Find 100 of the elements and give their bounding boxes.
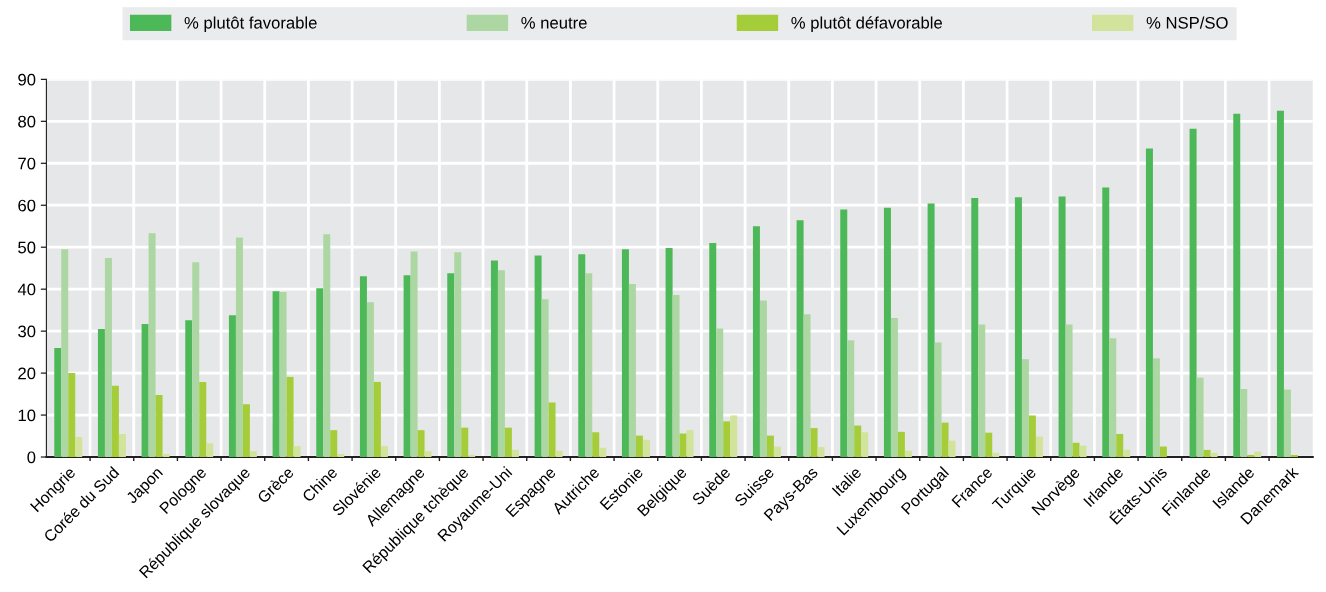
- bar: [148, 233, 156, 458]
- bar: [1021, 359, 1029, 458]
- legend-label: % neutre: [521, 16, 587, 29]
- bar: [1189, 128, 1197, 458]
- bar: [686, 430, 694, 458]
- bar: [897, 431, 905, 458]
- bar: [410, 251, 418, 458]
- y-tick-label: 10: [18, 409, 36, 422]
- bar: [679, 433, 687, 458]
- bar: [934, 342, 942, 458]
- bar: [155, 394, 163, 458]
- bar: [810, 428, 818, 458]
- bar: [249, 451, 257, 458]
- bar: [672, 295, 680, 458]
- bar: [1203, 449, 1211, 458]
- bar: [185, 320, 193, 458]
- bar: [840, 209, 848, 458]
- bar: [417, 430, 425, 458]
- bar: [235, 237, 243, 458]
- bar: [796, 220, 804, 458]
- bar: [228, 315, 236, 458]
- bar: [1123, 449, 1131, 458]
- y-tick-label: 70: [18, 157, 36, 170]
- bar: [599, 447, 607, 458]
- bar: [359, 276, 367, 458]
- bar: [759, 300, 767, 458]
- bar: [1159, 446, 1167, 458]
- bar: [1233, 113, 1241, 458]
- bar: [68, 373, 76, 458]
- bar: [1028, 415, 1036, 458]
- bar: [1014, 197, 1022, 458]
- bar: [941, 422, 949, 458]
- bar: [447, 273, 455, 458]
- y-tick-label: 0: [27, 451, 36, 464]
- bar: [104, 258, 112, 458]
- bar: [1035, 436, 1043, 458]
- bar: [948, 440, 956, 458]
- bar: [242, 404, 250, 458]
- bar: [497, 270, 505, 458]
- bar: [628, 284, 636, 458]
- bar: [424, 451, 432, 458]
- bar: [723, 421, 731, 458]
- legend-label: % plutôt défavorable: [791, 16, 942, 32]
- bar: [665, 248, 673, 458]
- bar: [97, 329, 105, 458]
- bar: [854, 425, 862, 458]
- bar: [1196, 377, 1204, 458]
- bar: [541, 299, 549, 458]
- bar: [773, 446, 781, 458]
- bar: [490, 260, 498, 458]
- bar: [1058, 196, 1066, 458]
- bar: [1145, 148, 1153, 458]
- bar: [366, 302, 374, 458]
- bar: [709, 243, 717, 458]
- bar: [279, 292, 287, 458]
- bar: [323, 234, 331, 458]
- bar: [1079, 445, 1087, 458]
- bar: [111, 385, 119, 458]
- bar: [1247, 454, 1255, 458]
- y-tick-label: 90: [18, 73, 36, 86]
- bar: [548, 402, 556, 458]
- bar: [817, 446, 825, 458]
- bar: [468, 454, 476, 458]
- y-tick-label: 60: [18, 199, 36, 212]
- bar: [766, 435, 774, 458]
- bar: [403, 275, 411, 458]
- bar: [621, 249, 629, 458]
- bar: [635, 435, 643, 458]
- bar: [971, 198, 979, 458]
- bar: [1102, 187, 1110, 458]
- bar: [1152, 358, 1160, 458]
- bar: [206, 443, 214, 458]
- bar: [978, 324, 986, 458]
- bar: [985, 432, 993, 458]
- bar: [1072, 442, 1080, 458]
- bar: [1065, 324, 1073, 458]
- bar: [642, 439, 650, 458]
- bar: [578, 254, 586, 458]
- bar: [752, 226, 760, 458]
- bar: [1109, 338, 1117, 458]
- bar: [272, 291, 280, 458]
- bar: [1283, 389, 1291, 458]
- y-tick-label: 50: [18, 241, 36, 254]
- bar: [861, 432, 869, 458]
- y-tick-label: 30: [18, 325, 36, 338]
- bar: [373, 381, 381, 458]
- bar: [54, 347, 62, 458]
- legend-label: % NSP/SO: [1146, 16, 1228, 29]
- bar: [337, 454, 345, 458]
- bar: [316, 288, 324, 458]
- bar: [141, 323, 149, 458]
- bar: [454, 252, 462, 458]
- bar: [293, 446, 301, 458]
- bar: [716, 328, 724, 458]
- bar: [380, 446, 388, 458]
- bar: [162, 454, 170, 458]
- bar: [883, 207, 891, 458]
- bar: [75, 436, 83, 458]
- bar: [61, 249, 69, 458]
- bar: [192, 262, 200, 458]
